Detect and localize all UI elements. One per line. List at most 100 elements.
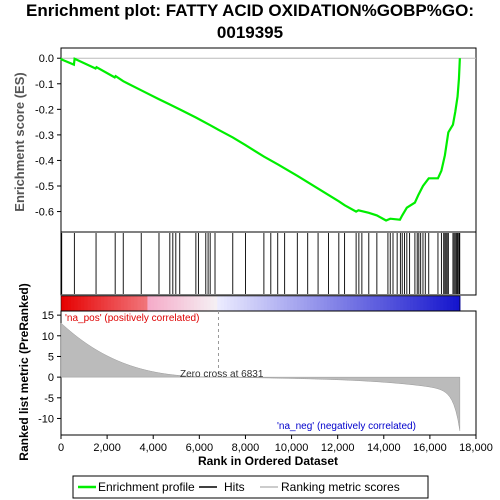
x-tick-label: 12,000: [321, 442, 355, 454]
color-bar-segment: [107, 296, 112, 311]
color-bar-segment: [61, 296, 65, 311]
legend-enrichment-label: Enrichment profile: [98, 480, 195, 494]
x-axis-ticks: 0 2,000 4,000 6,000 8,000 10,000 12,000 14,000 1…: [58, 435, 493, 454]
color-bar-segment: [316, 296, 321, 311]
color-bar-segment: [267, 296, 272, 311]
x-tick-label: 4,000: [139, 442, 167, 454]
color-bar-segment: [207, 296, 212, 311]
color-bar-segment: [449, 296, 454, 311]
color-bar-segment: [183, 296, 188, 311]
color-bar-segment: [287, 296, 291, 311]
color-bar-segment: [240, 296, 245, 311]
metric-y-tick-label: 0: [48, 372, 54, 384]
color-bar-segment: [293, 296, 298, 311]
color-bar-segment: [94, 296, 99, 311]
color-bar-segment: [373, 296, 378, 311]
color-bar-segment: [296, 296, 301, 311]
metric-y-axis-ticks: 15 10 5 0 -5 -10: [38, 310, 61, 425]
x-tick-label: 18,000: [459, 442, 493, 454]
color-bar-segment: [137, 296, 142, 311]
color-bar-segment: [419, 296, 424, 311]
color-bar-segment: [383, 296, 388, 311]
color-bar-segment: [187, 296, 192, 311]
x-tick-label: 10,000: [275, 442, 309, 454]
color-bar-segment: [80, 296, 85, 311]
es-y-tick-label: -0.2: [35, 104, 54, 116]
color-bar-segment: [120, 296, 125, 311]
color-bar-segment: [193, 296, 198, 311]
color-bar-segment: [177, 296, 182, 311]
color-bar-segment: [150, 296, 155, 311]
es-y-tick-label: -0.1: [35, 79, 54, 91]
es-y-tick-label: -0.4: [35, 155, 54, 167]
color-bar-segment: [343, 296, 348, 311]
color-bar-segment: [200, 296, 205, 311]
color-bar-segment: [346, 296, 351, 311]
color-bar-segment: [366, 296, 371, 311]
color-bar-segment: [323, 296, 328, 311]
neg-correlated-label: 'na_neg' (negatively correlated): [277, 421, 416, 432]
color-bar-segment: [263, 296, 268, 311]
color-bar-segment: [247, 296, 252, 311]
x-tick-label: 2,000: [93, 442, 121, 454]
color-bar-segment: [443, 296, 448, 311]
color-bar-segment: [87, 296, 92, 311]
color-bar-segment: [90, 296, 95, 311]
color-bar-segment: [446, 296, 451, 311]
x-tick-label: 0: [58, 442, 64, 454]
color-bar-segment: [174, 296, 178, 311]
x-tick-label: 8,000: [232, 442, 260, 454]
color-bar-segment: [197, 296, 202, 311]
color-bar-segment: [306, 296, 311, 311]
color-bar-segment: [260, 296, 265, 311]
color-bar-segment: [456, 296, 461, 311]
ranking-metric-area: [60, 322, 461, 431]
color-bar-segment: [403, 296, 408, 311]
color-bar-segment: [167, 296, 172, 311]
es-y-axis-label: Enrichment score (ES): [12, 72, 27, 211]
color-bar-segment: [227, 296, 232, 311]
color-bar-segment: [203, 296, 208, 311]
color-bar-segment: [429, 296, 434, 311]
color-bar-segment: [277, 296, 281, 311]
color-bar-segment: [340, 296, 345, 311]
ranking-color-bar: [60, 295, 461, 312]
legend-box: [72, 475, 429, 499]
color-bar-segment: [396, 296, 401, 311]
color-bar-segment: [270, 296, 275, 311]
color-bar-segment: [67, 296, 72, 311]
color-bar-segment: [393, 296, 398, 311]
color-bar-segment: [140, 296, 145, 311]
color-bar-segment: [157, 296, 162, 311]
es-y-axis-ticks: 0.0 -0.1 -0.2 -0.3 -0.4 -0.5 -0.6: [35, 53, 61, 219]
color-bar-segment: [303, 296, 308, 311]
color-bar-segment: [144, 296, 149, 311]
color-bar-segment: [147, 296, 152, 311]
es-y-tick-label: -0.3: [35, 130, 54, 142]
color-bar-segment: [97, 296, 102, 311]
color-bar-segment: [330, 296, 335, 311]
chart-title-line2: 0019395: [217, 23, 283, 42]
x-tick-label: 6,000: [186, 442, 214, 454]
color-bar-segment: [283, 296, 288, 311]
color-bar-segment: [154, 296, 158, 311]
color-bar-segment: [416, 296, 421, 311]
color-bar-segment: [360, 296, 365, 311]
color-bar-segment: [110, 296, 115, 311]
color-bar-segment: [230, 296, 235, 311]
color-bar-segment: [426, 296, 431, 311]
color-bar-segment: [253, 296, 258, 311]
hits-group: [61, 233, 461, 294]
color-bar-segment: [413, 296, 418, 311]
color-bar-segment: [436, 296, 441, 311]
color-bar-segment: [84, 296, 89, 311]
color-bar-segment: [190, 296, 195, 311]
color-bar-segment: [64, 296, 69, 311]
color-bar-segment: [356, 296, 361, 311]
color-bar-segment: [353, 296, 358, 311]
metric-y-tick-label: -5: [44, 393, 54, 405]
color-bar-segment: [376, 296, 381, 311]
pos-correlated-label: 'na_pos' (positively correlated): [65, 313, 199, 324]
color-bar-segment: [243, 296, 248, 311]
es-panel-frame: [60, 47, 477, 233]
